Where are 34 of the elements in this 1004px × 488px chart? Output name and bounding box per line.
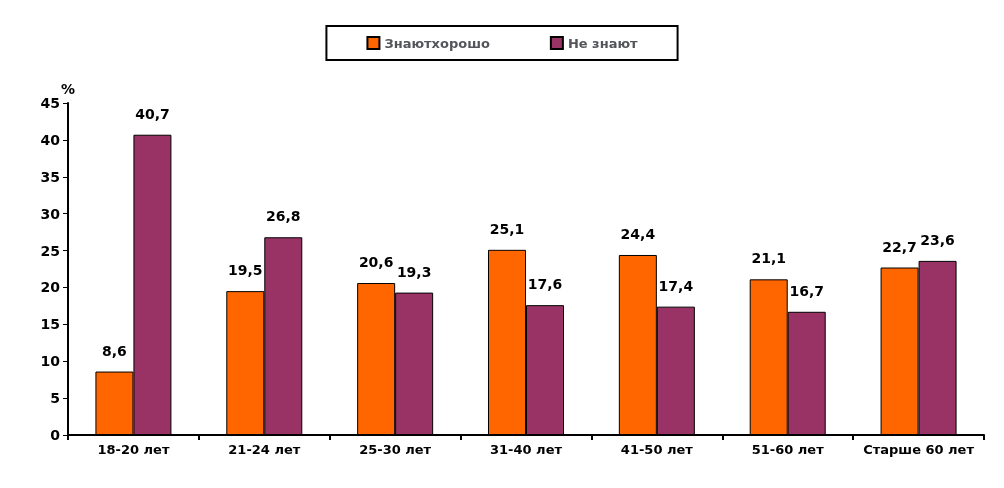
x-tick-label: 31-40 лет <box>490 442 563 457</box>
y-tick-label: 5 <box>50 390 60 407</box>
x-tick-label: 25-30 лет <box>359 442 432 457</box>
y-tick-label: 15 <box>40 316 60 333</box>
legend-label: Знаютхорошо <box>384 35 490 51</box>
data-label: 19,3 <box>396 263 432 280</box>
data-label: 8,6 <box>102 342 127 359</box>
x-tick-label: 51-60 лет <box>751 442 825 457</box>
y-tick-label: 40 <box>40 131 61 148</box>
data-label: 20,6 <box>358 254 394 271</box>
x-tick-label: 41-50 лет <box>620 442 694 457</box>
y-tick-label: 25 <box>40 242 60 259</box>
y-tick-label: 30 <box>40 205 61 222</box>
y-tick-label: 20 <box>40 279 61 296</box>
y-tick-label: 10 <box>40 353 61 370</box>
data-label: 22,7 <box>882 238 917 255</box>
data-label: 25,1 <box>489 220 525 237</box>
data-label: 16,7 <box>789 282 824 299</box>
data-label: 17,4 <box>658 277 694 294</box>
data-label: 19,5 <box>228 262 263 279</box>
data-label: 21,1 <box>751 250 786 267</box>
data-label: 26,8 <box>266 208 301 225</box>
x-tick-label: Старше 60 лет <box>863 442 975 457</box>
data-label: 23,6 <box>920 231 955 248</box>
x-tick-label: 18-20 лет <box>97 442 170 457</box>
x-tick-label: 21-24 лет <box>228 442 301 457</box>
data-label: 40,7 <box>135 105 170 122</box>
data-label: 24,4 <box>620 225 656 242</box>
legend-label: Не знают <box>567 35 639 51</box>
y-tick-label: 45 <box>40 95 60 111</box>
y-axis-title: % <box>60 81 76 98</box>
y-tick-label: 0 <box>50 427 61 443</box>
y-tick-label: 35 <box>40 168 60 185</box>
data-label: 17,6 <box>527 276 563 293</box>
